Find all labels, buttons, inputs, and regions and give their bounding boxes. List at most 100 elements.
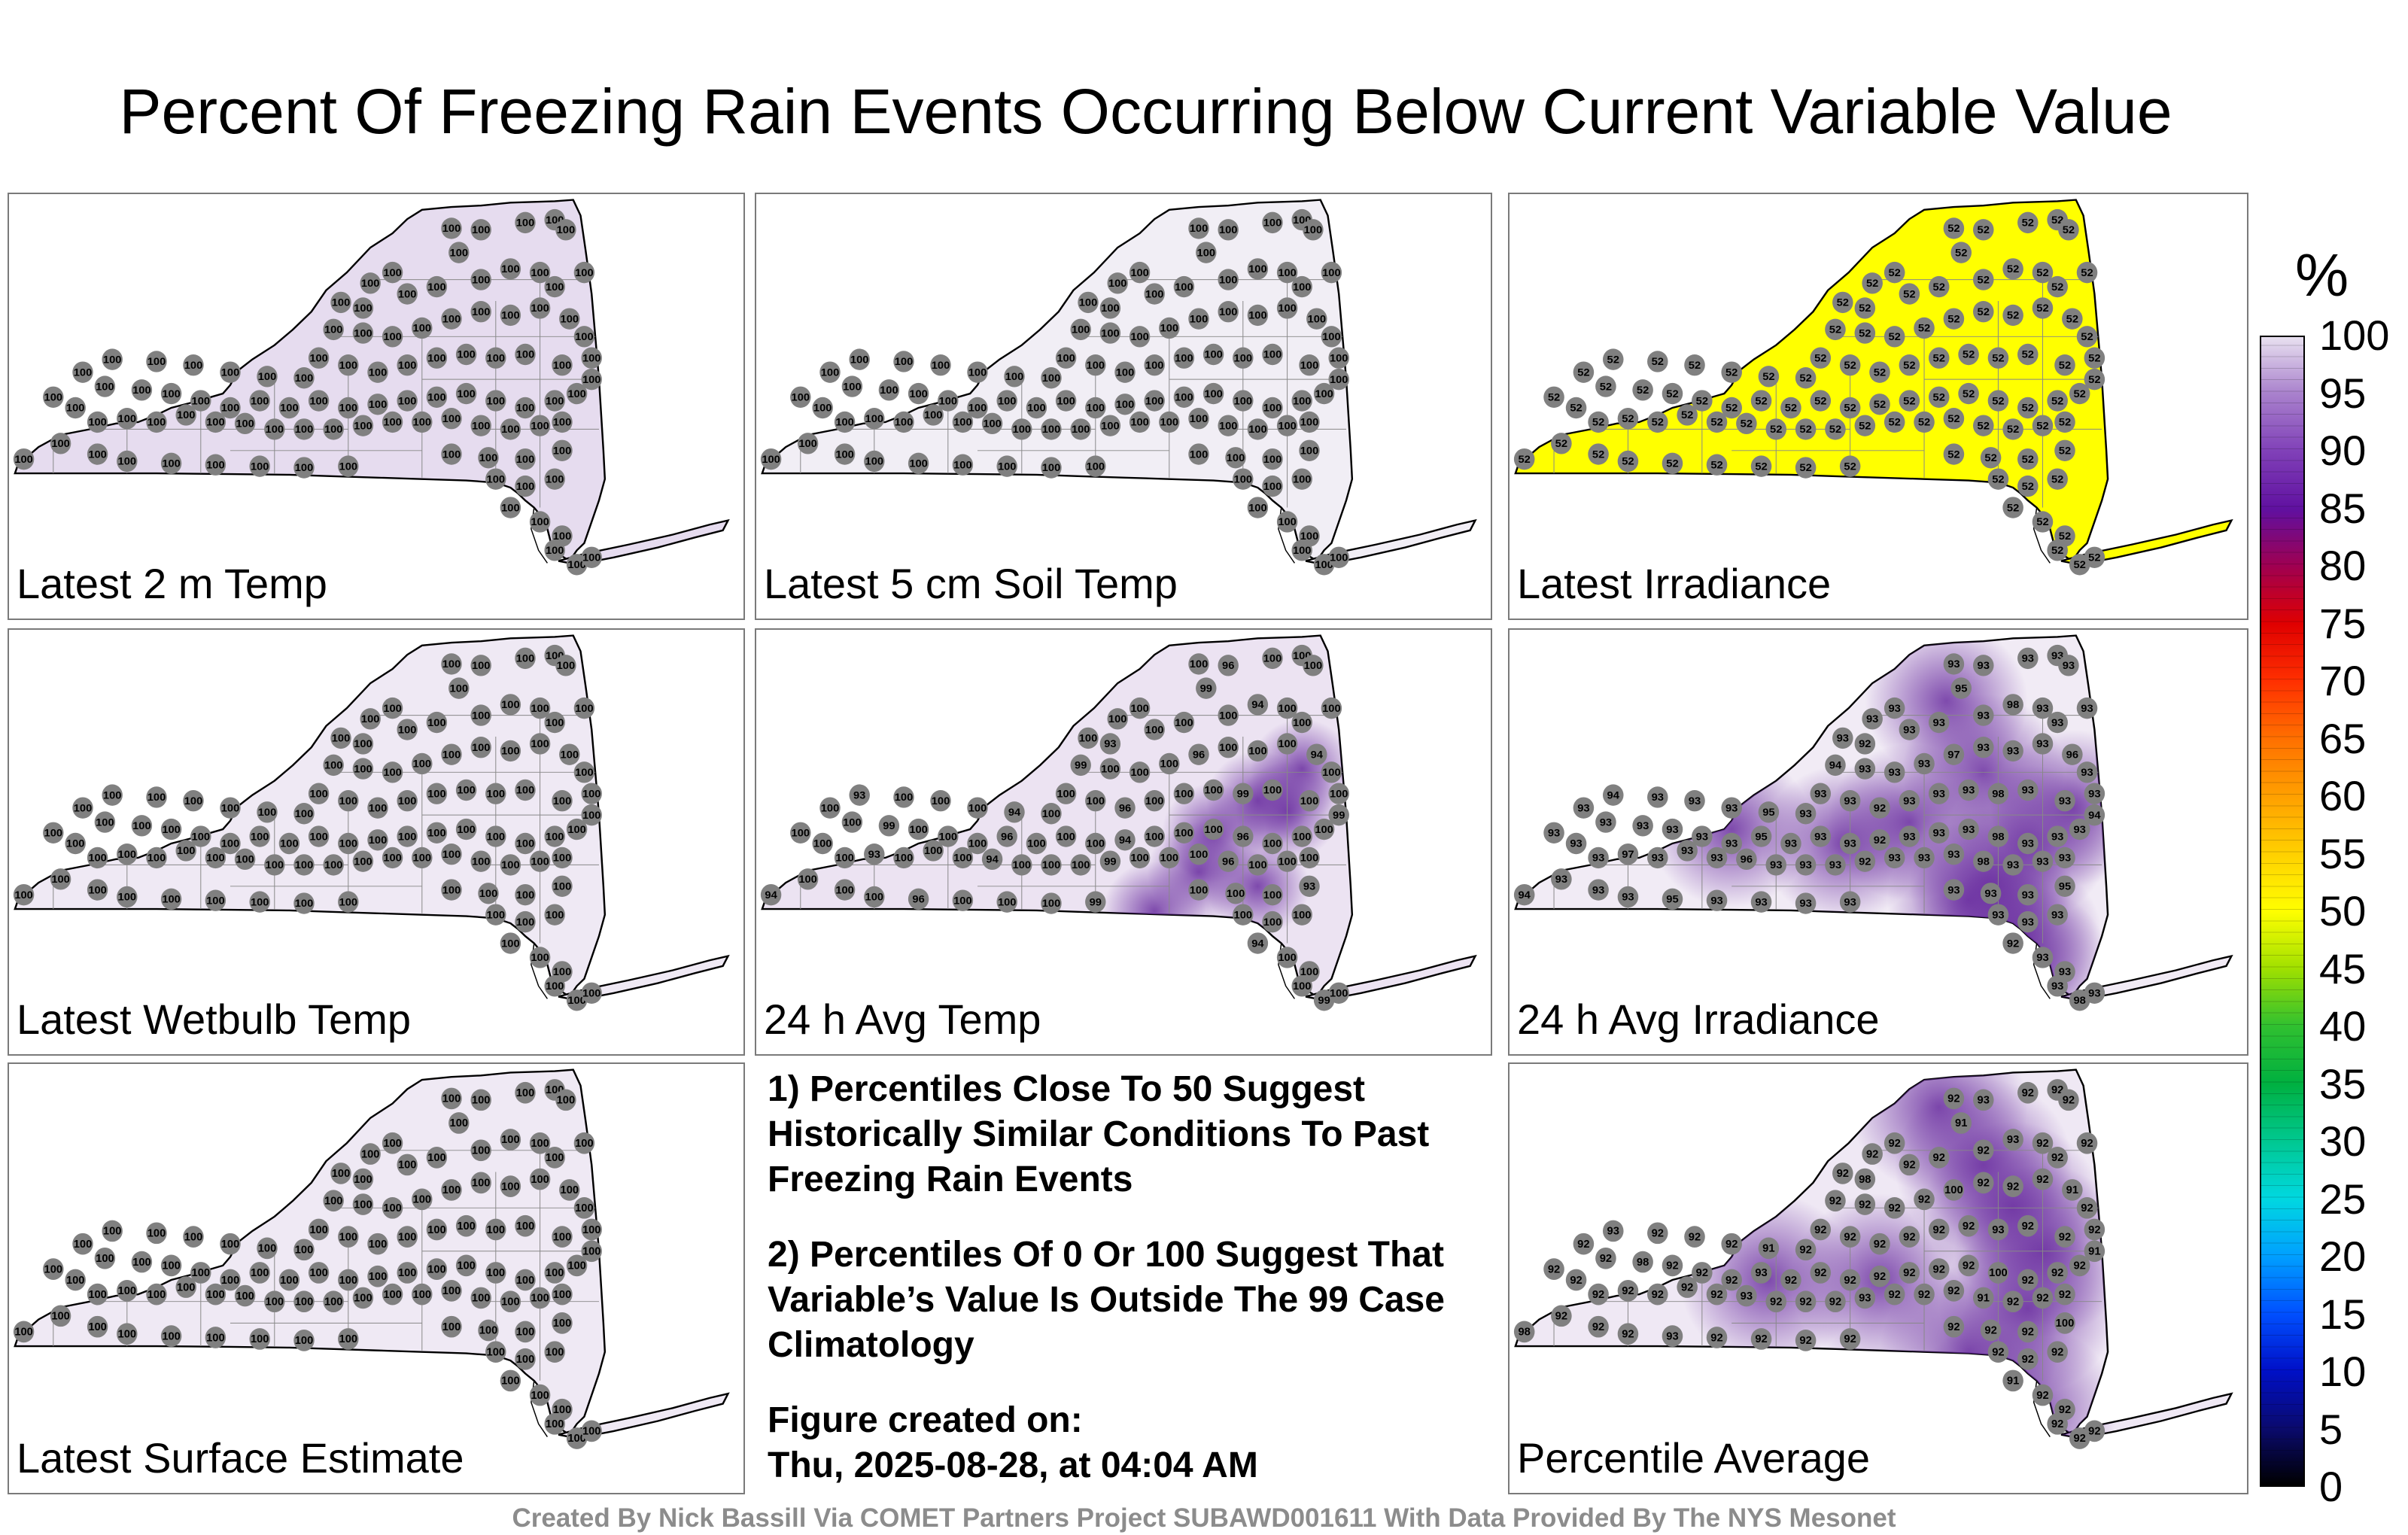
station-dot	[1159, 752, 1180, 775]
station-dot	[1692, 1262, 1713, 1284]
station-value: 91	[2007, 1375, 2019, 1388]
station-marker: 100	[573, 761, 595, 783]
map-panel-7: 100 100 100 100 100 100 100 100 100 100 100 100 100 1…	[8, 1062, 745, 1494]
station-marker: 100	[102, 784, 123, 806]
station-dot	[382, 411, 403, 433]
station-dot	[2002, 694, 2023, 716]
station-value: 100	[450, 1117, 469, 1129]
panel-label: Latest Surface Estimate	[17, 1434, 464, 1482]
station-dot	[996, 891, 1017, 913]
station-dot	[515, 211, 536, 234]
station-marker: 52	[2069, 382, 2090, 405]
station-dot	[146, 1222, 167, 1245]
station-dot	[2047, 904, 2068, 926]
station-marker: 94	[1247, 932, 1269, 954]
station-marker: 100	[1129, 761, 1151, 783]
station-value: 100	[487, 474, 506, 486]
station-value: 96	[1119, 803, 1131, 815]
station-dot	[2032, 697, 2054, 719]
station-marker: 92	[1884, 1132, 1905, 1154]
colorbar-tick-label: 50	[2319, 887, 2367, 935]
station-value: 100	[501, 699, 520, 711]
station-dot	[1928, 1147, 1950, 1169]
station-dot	[2069, 382, 2090, 405]
station-dot	[1602, 1220, 1624, 1242]
station-marker: 100	[65, 832, 86, 855]
station-marker: 100	[864, 886, 885, 908]
station-dot	[1099, 415, 1121, 436]
station-value: 100	[1072, 324, 1090, 336]
station-dot	[1943, 217, 1965, 239]
station-value: 92	[1844, 1232, 1856, 1244]
panel-label: Latest Irradiance	[1517, 560, 1832, 607]
station-dot	[1218, 655, 1239, 676]
station-marker: 100	[1276, 297, 1298, 319]
station-marker: 100	[544, 468, 565, 490]
station-value: 52	[1785, 403, 1797, 415]
station-marker: 100	[441, 308, 462, 330]
station-dot	[1099, 733, 1121, 755]
station-dot	[1987, 390, 2009, 412]
station-value: 98	[1637, 1257, 1649, 1269]
station-value: 52	[1548, 392, 1560, 404]
station-marker: 100	[573, 261, 595, 284]
station-dot	[1943, 308, 1965, 330]
station-value: 100	[309, 831, 328, 843]
station-value: 52	[2007, 263, 2019, 275]
map-panel-2: 100 100 100 100 100 100 100 100 100 100 100 100 100 1…	[755, 193, 1492, 620]
station-dot	[338, 790, 359, 812]
station-marker: 92	[2017, 1081, 2039, 1104]
station-value: 100	[295, 462, 314, 474]
station-dot	[1247, 497, 1269, 518]
station-dot	[293, 1330, 315, 1351]
station-dot	[2032, 415, 2054, 436]
station-dot	[1188, 743, 1209, 765]
station-marker: 100	[323, 418, 344, 440]
station-value: 100	[1234, 474, 1253, 486]
station-dot	[1114, 829, 1136, 851]
station-marker: 100	[1233, 390, 1254, 412]
station-marker: 100	[160, 818, 182, 840]
station-dot	[1218, 219, 1239, 241]
station-dot	[2017, 832, 2039, 855]
station-marker: 52	[1899, 354, 1920, 376]
station-marker: 100	[559, 308, 580, 330]
station-dot	[1173, 347, 1195, 369]
station-marker: 92	[2054, 1283, 2075, 1306]
notes-block: 1) Percentiles Close To 50 Suggest Histo…	[768, 1067, 1445, 1518]
station-marker: 100	[382, 847, 403, 869]
station-marker: 52	[2047, 390, 2068, 412]
station-dot	[1839, 1226, 1861, 1248]
station-value: 100	[221, 403, 240, 415]
station-dot	[1173, 711, 1195, 734]
station-value: 100	[865, 413, 884, 425]
station-dot	[323, 418, 344, 440]
station-marker: 52	[1987, 468, 2009, 490]
station-value: 100	[1248, 502, 1267, 514]
station-marker: 100	[1276, 697, 1298, 719]
station-value: 100	[1263, 785, 1282, 797]
station-marker: 100	[1299, 354, 1320, 376]
station-marker: 96	[2062, 743, 2083, 765]
station-marker: 52	[1869, 361, 1890, 383]
station-value: 100	[66, 403, 85, 415]
station-marker: 100	[264, 854, 285, 876]
station-marker: 93	[1928, 711, 1950, 734]
station-value: 98	[1978, 856, 1990, 868]
station-value: 100	[324, 1196, 343, 1208]
station-dot	[102, 1220, 123, 1242]
station-marker: 100	[455, 818, 477, 840]
station-dot	[330, 291, 351, 314]
station-dot	[293, 854, 315, 876]
station-dot	[797, 433, 819, 454]
station-dot	[360, 708, 381, 730]
station-marker: 100	[1262, 448, 1283, 470]
station-value: 93	[1844, 795, 1856, 807]
station-dot	[1543, 386, 1564, 408]
station-dot	[878, 379, 900, 401]
station-dot	[1085, 455, 1106, 477]
station-value: 100	[1322, 267, 1341, 279]
station-value: 100	[295, 859, 314, 871]
station-dot	[308, 347, 330, 369]
